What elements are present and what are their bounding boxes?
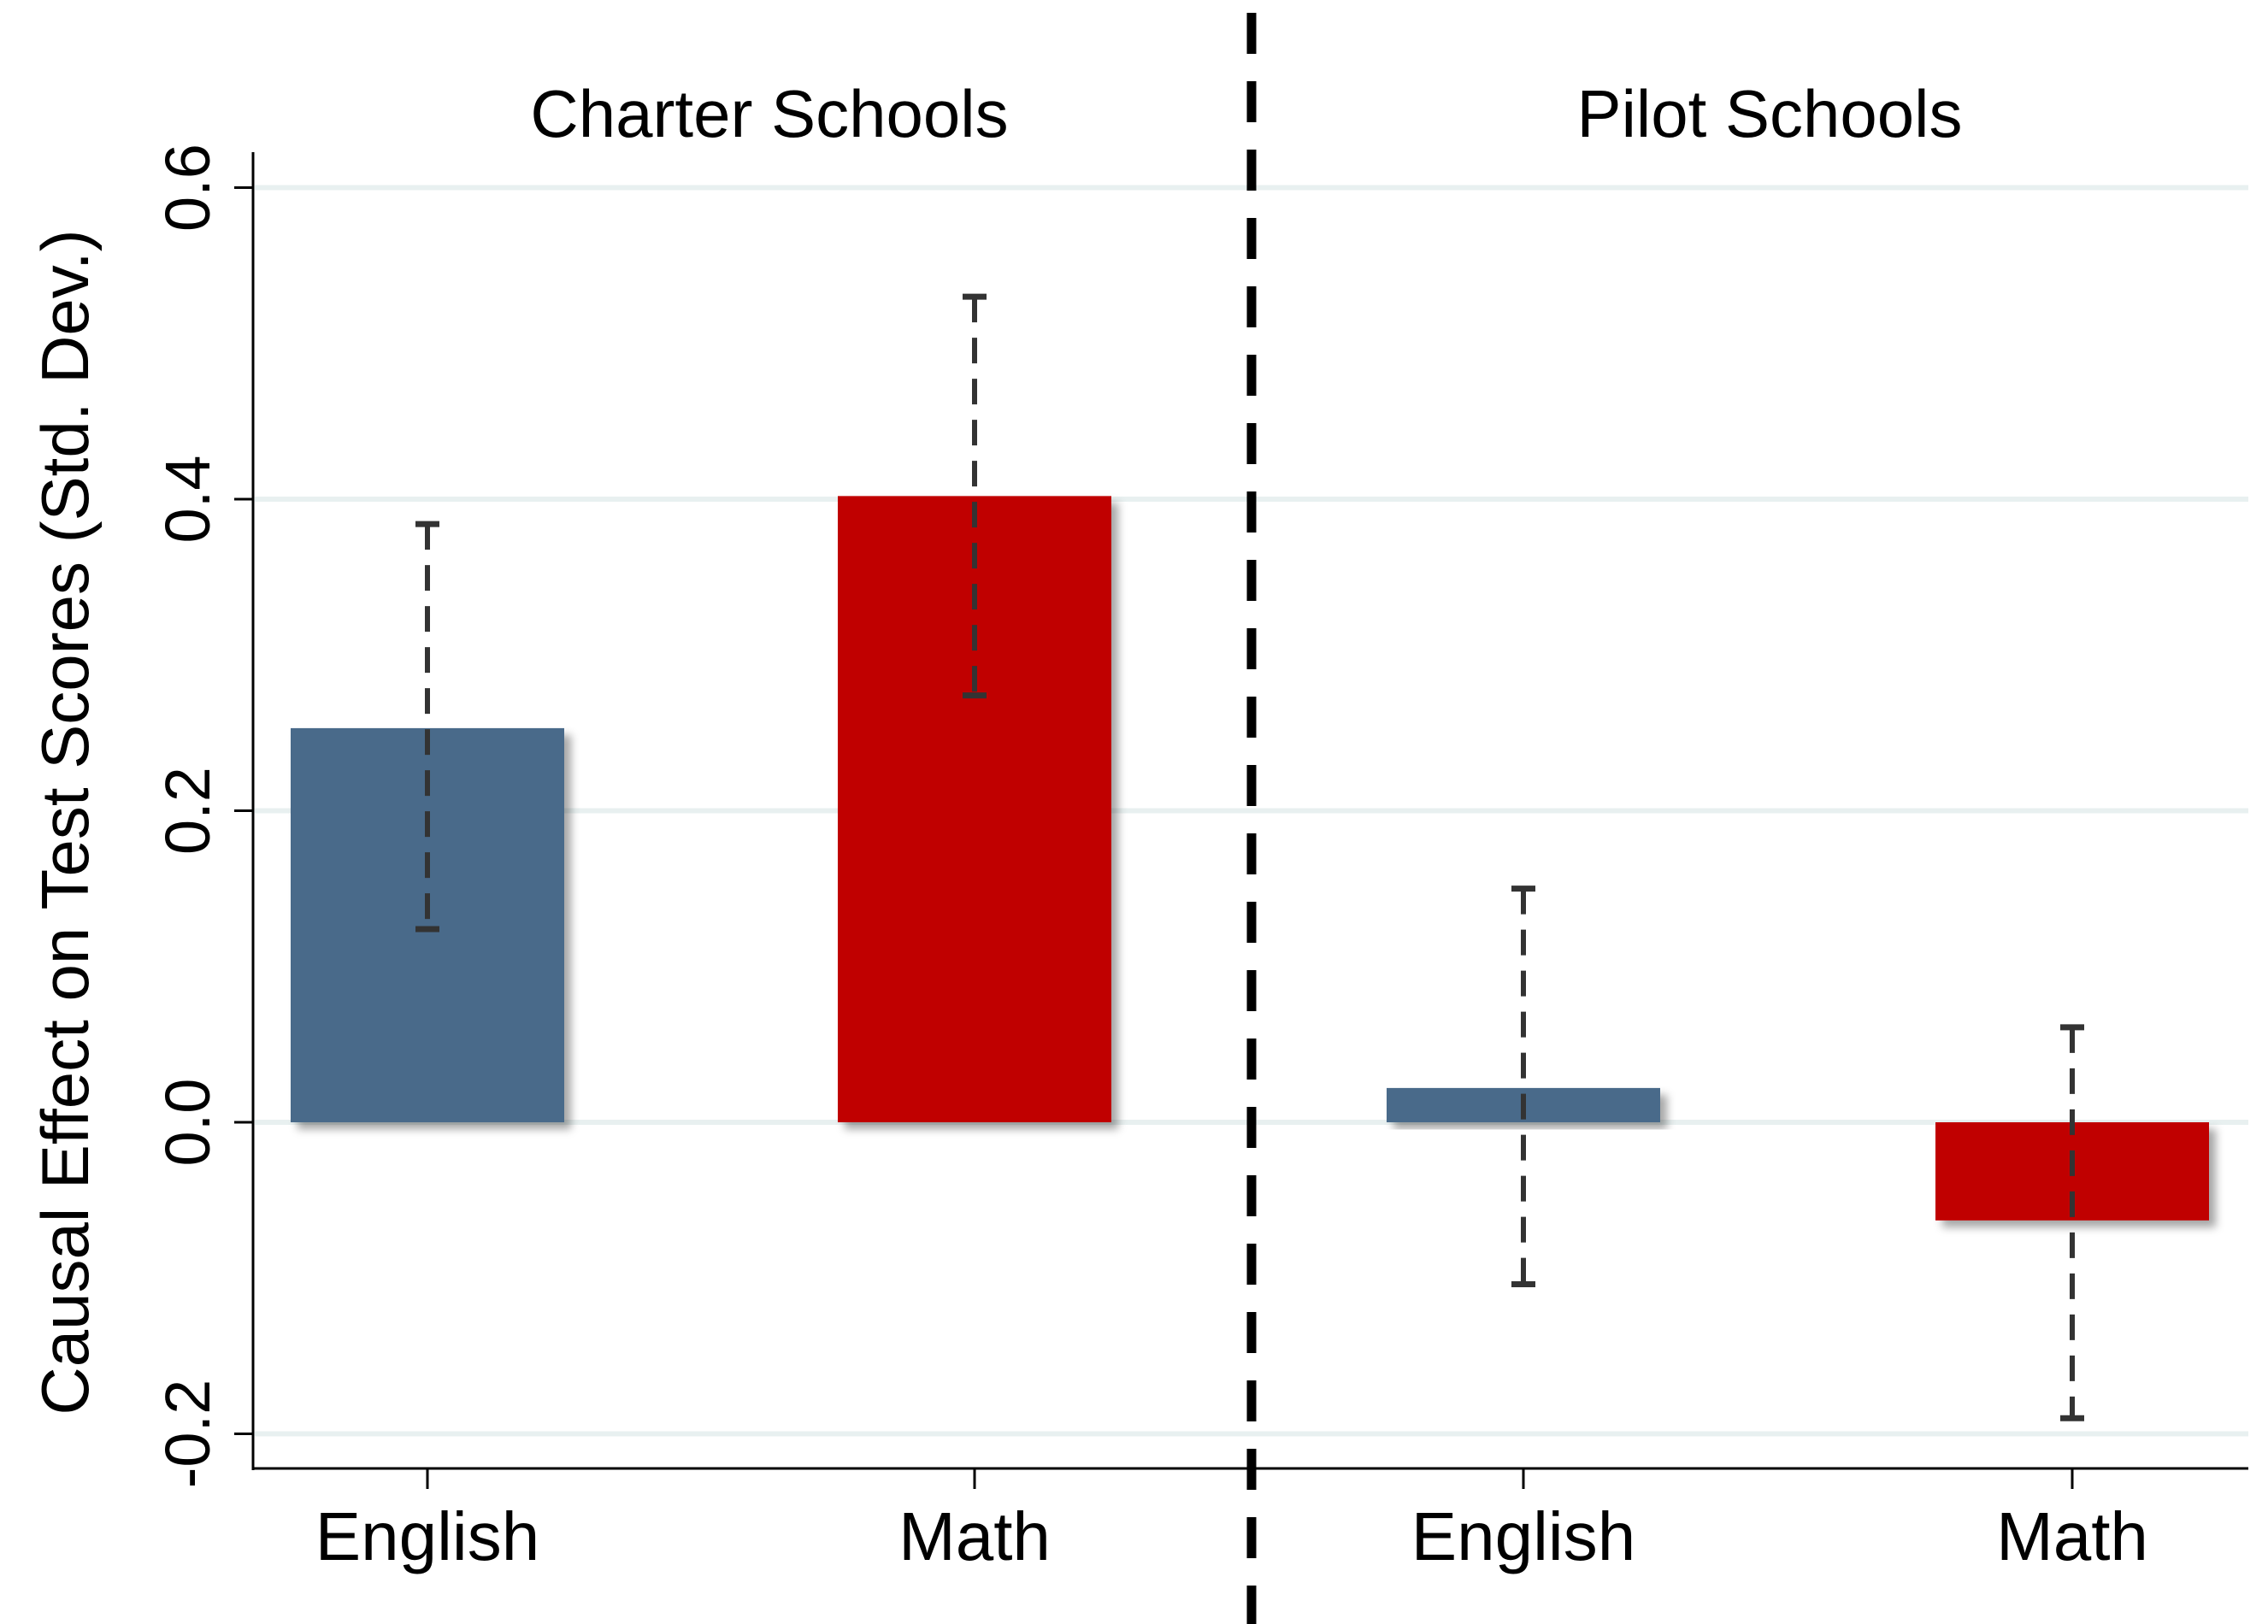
y-tick-label: 0.4 xyxy=(152,456,223,544)
group-title: Pilot Schools xyxy=(1577,76,1963,151)
y-axis-label: Causal Effect on Test Scores (Std. Dev.) xyxy=(27,229,103,1415)
x-tick-label: English xyxy=(315,1498,539,1574)
x-tick-label: English xyxy=(1411,1498,1635,1574)
y-tick-label: -0.2 xyxy=(152,1380,223,1489)
x-tick-label: Math xyxy=(898,1498,1051,1574)
group-title: Charter Schools xyxy=(530,76,1008,151)
group-titles: Charter Schools Pilot Schools xyxy=(530,76,1962,151)
x-tick-label: Math xyxy=(1996,1498,2148,1574)
y-tick-label: 0.0 xyxy=(152,1079,223,1167)
y-tick-label: 0.2 xyxy=(152,767,223,855)
error-bars xyxy=(415,293,2084,1421)
y-tick-label: 0.6 xyxy=(152,144,223,232)
axis-ticks: -0.2 0.0 0.2 0.4 0.6 English Math English Math xyxy=(152,144,2148,1574)
